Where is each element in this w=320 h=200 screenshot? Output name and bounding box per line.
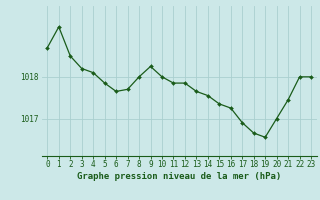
X-axis label: Graphe pression niveau de la mer (hPa): Graphe pression niveau de la mer (hPa) — [77, 172, 281, 181]
